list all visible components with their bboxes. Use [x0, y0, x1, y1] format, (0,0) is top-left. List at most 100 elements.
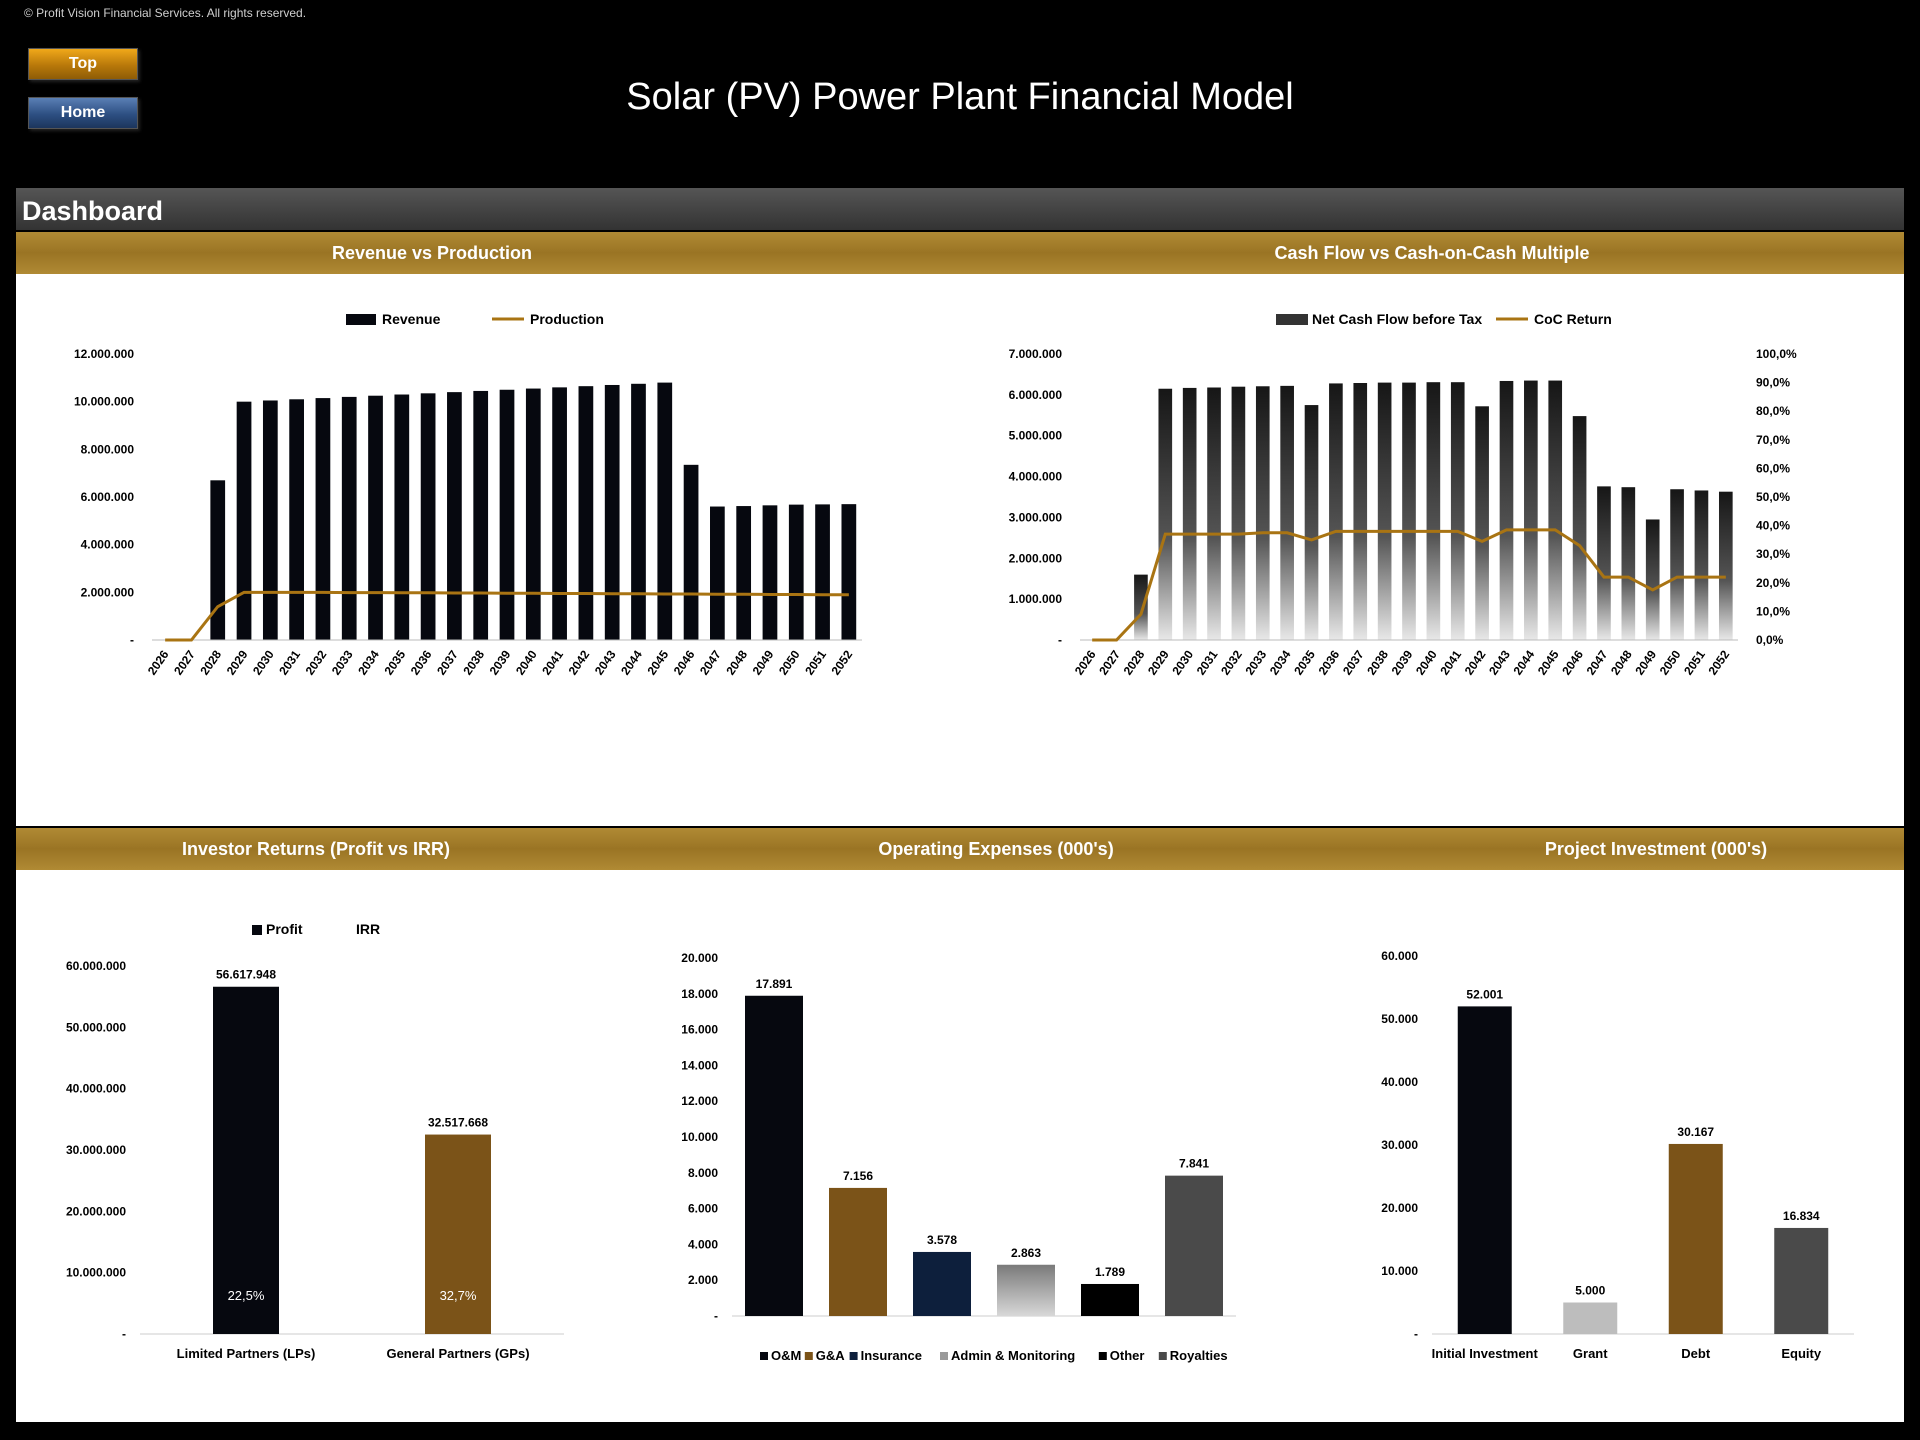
y-tick-label: 20.000.000 [66, 1204, 126, 1218]
x-tick-label: 2030 [1169, 647, 1196, 677]
revenue-bar [210, 480, 226, 640]
revenue-bar [1353, 383, 1368, 640]
dashboard-header: Dashboard [16, 188, 1904, 230]
x-tick-label: 2046 [671, 647, 698, 677]
bar [1774, 1227, 1829, 1334]
revenue-bar [762, 505, 778, 640]
revenue-bar [1182, 387, 1197, 640]
bar [913, 1251, 971, 1316]
data-label: 32.517.668 [428, 1116, 488, 1130]
bar [997, 1264, 1055, 1316]
top-charts-panel: - 2.000.000 4.000.000 6.000.000 8.000.000 10.… [16, 274, 1904, 826]
y2-tick-label: 50,0% [1756, 490, 1790, 504]
top-button[interactable]: Top [28, 48, 138, 80]
legend-revenue-label: Revenue [382, 311, 441, 327]
y-tick-label: 4.000.000 [1009, 470, 1063, 484]
revenue-bar [341, 396, 357, 640]
x-tick-label: 2033 [1242, 647, 1269, 677]
y-tick-label: 8.000 [688, 1166, 718, 1180]
y2-tick-label: 0,0% [1756, 633, 1784, 647]
y-tick-label: 2.000.000 [1009, 551, 1063, 565]
investment-chart-title: Project Investment (000's) [1544, 839, 1768, 859]
y-tick-label: 4.000.000 [81, 538, 135, 552]
data-label: 56.617.948 [216, 968, 276, 982]
y2-tick-label: 70,0% [1756, 433, 1790, 447]
y-tick-label: - [1058, 633, 1062, 647]
category-label: Equity [1781, 1346, 1821, 1361]
revenue-bar [1426, 382, 1441, 640]
legend-swatch [1158, 1352, 1167, 1360]
x-tick-label: 2031 [1194, 647, 1221, 677]
revenue-bar [315, 398, 331, 640]
y-tick-label: 2.000.000 [81, 585, 135, 599]
revenue-bar [815, 504, 830, 640]
y-tick-label: 8.000.000 [81, 442, 135, 456]
y-tick-label: - [714, 1309, 718, 1323]
y-tick-label: 40.000.000 [66, 1082, 126, 1096]
y-tick-label: 12.000 [681, 1094, 718, 1108]
y-tick-label: 6.000 [688, 1202, 718, 1216]
revenue-bar [552, 387, 567, 640]
revenue-bar [1670, 489, 1684, 640]
operating-expenses-chart: - 2.000 4.000 6.000 8.000 10.000 12.000 14.000 1… [681, 951, 1236, 1363]
x-tick-label: 2051 [802, 647, 829, 677]
revenue-bar [394, 394, 410, 640]
revenue-bar [1718, 491, 1733, 640]
x-tick-label: 2046 [1559, 647, 1586, 677]
y2-tick-label: 40,0% [1756, 519, 1790, 533]
x-tick-label: 2049 [750, 647, 777, 677]
revenue-bar [1377, 382, 1392, 640]
x-tick-label: 2040 [1413, 647, 1440, 677]
x-tick-label: 2026 [145, 647, 172, 677]
revenue-bar [473, 390, 489, 640]
x-tick-label: 2041 [1437, 647, 1464, 677]
revenue-bar [447, 392, 462, 640]
bottom-charts-band: Investor Returns (Profit vs IRR) Operati… [16, 828, 1904, 870]
bar [745, 995, 803, 1316]
investor-chart-title: Investor Returns (Profit vs IRR) [181, 839, 451, 859]
bottom-charts-panel: - 10.000.000 20.000.000 30.000.000 40.000.00… [16, 870, 1904, 1422]
bar [1563, 1302, 1618, 1334]
revenue-bar [1572, 416, 1587, 640]
revenue-bar [1304, 405, 1319, 640]
revenue-plot-area: - 2.000.000 4.000.000 6.000.000 8.000.000 10.… [74, 347, 862, 678]
y-tick-label: - [1414, 1327, 1418, 1341]
x-tick-label: 2049 [1632, 647, 1659, 677]
revenue-bar [1694, 490, 1709, 640]
y-tick-label: 16.000 [681, 1023, 718, 1037]
y-tick-label: 60.000 [1381, 949, 1418, 963]
home-button[interactable]: Home [28, 97, 138, 129]
revenue-bar [262, 400, 278, 640]
x-tick-label: 2043 [1486, 647, 1513, 677]
x-tick-label: 2026 [1072, 647, 1099, 677]
y-tick-label: 4.000 [688, 1237, 718, 1251]
x-tick-label: 2035 [1291, 647, 1318, 677]
revenue-bar [657, 382, 673, 640]
category-label: General Partners (GPs) [386, 1346, 529, 1361]
legend-coc-label: CoC Return [1534, 311, 1612, 327]
y-tick-label: 3.000.000 [1009, 510, 1063, 524]
x-tick-label: 2028 [197, 647, 224, 677]
x-tick-label: 2044 [1511, 647, 1538, 677]
x-tick-label: 2035 [381, 647, 408, 677]
y-tick-label: 6.000.000 [81, 490, 135, 504]
revenue-bar [1499, 380, 1514, 640]
y-tick-label: - [130, 633, 134, 647]
category-label: Initial Investment [1432, 1346, 1539, 1361]
category-label: Debt [1681, 1346, 1711, 1361]
data-label: 7.156 [843, 1169, 873, 1183]
revenue-bar [841, 504, 857, 640]
y2-tick-label: 80,0% [1756, 404, 1790, 418]
x-tick-label: 2033 [329, 647, 356, 677]
legend-label: G&A [816, 1348, 846, 1363]
legend-swatch [760, 1352, 768, 1360]
y-tick-label: 18.000 [681, 987, 718, 1001]
legend-swatch [849, 1352, 858, 1360]
revenue-bar [1158, 388, 1173, 640]
x-tick-label: 2027 [171, 647, 198, 677]
data-label: 52.001 [1466, 987, 1503, 1001]
x-tick-label: 2030 [250, 647, 277, 677]
legend-profit-label: Profit [266, 921, 303, 937]
y-tick-label: 5.000.000 [1009, 429, 1063, 443]
bar [829, 1187, 887, 1316]
